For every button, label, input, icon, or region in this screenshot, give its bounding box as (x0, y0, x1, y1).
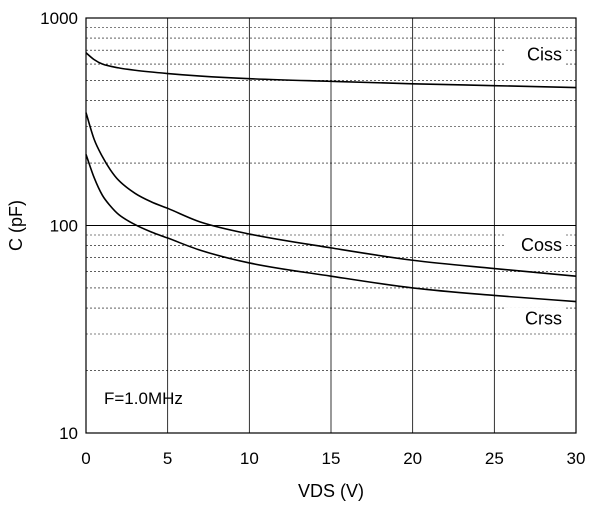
series-label-bg (504, 307, 564, 331)
series-line-coss (85, 112, 577, 277)
series-label-bg (504, 43, 564, 67)
x-tick-label: 30 (567, 449, 586, 468)
series-label-bg (504, 234, 564, 258)
x-axis-title: VDS (V) (298, 481, 364, 501)
series-label-ciss: Ciss (527, 45, 562, 65)
x-tick-label: 20 (403, 449, 422, 468)
y-tick-label: 100 (50, 217, 78, 236)
series-label-coss: Coss (521, 235, 562, 255)
x-tick-label: 0 (81, 449, 90, 468)
x-tick-label: 15 (322, 449, 341, 468)
series-line-crss (85, 154, 577, 303)
grid (86, 18, 576, 433)
series-line-ciss (85, 52, 577, 89)
y-tick-label: 10 (59, 424, 78, 443)
y-axis-title: C (pF) (6, 200, 26, 251)
series-lines (85, 52, 577, 303)
x-tick-label: 25 (485, 449, 504, 468)
series-labels: Ciss Coss Crss (504, 43, 564, 331)
tick-labels: 0 5 10 15 20 25 30 10 100 1000 (40, 9, 585, 468)
frequency-annotation: F=1.0MHz (104, 389, 183, 408)
x-tick-label: 10 (240, 449, 259, 468)
y-tick-label: 1000 (40, 9, 78, 28)
series-label-crss: Crss (525, 309, 562, 329)
plot-frame (85, 17, 577, 434)
x-tick-label: 5 (163, 449, 172, 468)
